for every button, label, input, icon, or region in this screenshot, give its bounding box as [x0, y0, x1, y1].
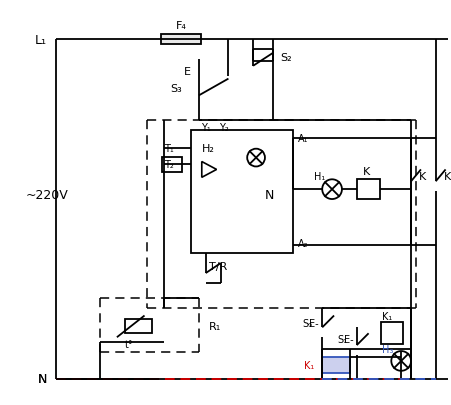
Text: T/R: T/R — [208, 262, 226, 271]
Bar — [190, 131, 292, 254]
Text: L₁: L₁ — [35, 34, 47, 47]
Text: T₁: T₁ — [164, 143, 174, 153]
Text: N: N — [37, 372, 47, 385]
Text: Y₂: Y₂ — [218, 123, 228, 133]
Text: R₁: R₁ — [208, 322, 221, 332]
Text: H₂: H₂ — [202, 143, 215, 153]
Bar — [356, 180, 380, 200]
Bar — [161, 35, 200, 45]
Text: N: N — [37, 372, 47, 385]
Text: E: E — [183, 66, 190, 77]
Bar — [162, 157, 182, 173]
Bar — [124, 320, 152, 333]
Text: T₂: T₂ — [164, 160, 174, 170]
Bar — [322, 357, 349, 373]
Text: H₁: H₁ — [313, 172, 324, 182]
Text: Y₁: Y₁ — [200, 123, 210, 133]
Text: A₂: A₂ — [297, 239, 307, 249]
Text: K₁: K₁ — [304, 360, 313, 370]
Text: K: K — [442, 172, 450, 182]
Text: H₃: H₃ — [381, 344, 392, 354]
Text: S₃: S₃ — [170, 84, 182, 94]
Text: ~220V: ~220V — [26, 188, 69, 201]
Text: S₀: S₀ — [302, 319, 312, 328]
Text: t°: t° — [124, 339, 133, 349]
Text: E-: E- — [309, 319, 318, 328]
Text: K: K — [362, 167, 369, 177]
Text: S₁: S₁ — [336, 335, 346, 344]
Text: F₄: F₄ — [175, 21, 186, 31]
Bar — [381, 323, 402, 344]
Text: E-: E- — [343, 335, 353, 344]
Text: K: K — [418, 172, 425, 182]
Text: N: N — [265, 188, 274, 201]
Text: K₁: K₁ — [382, 311, 391, 321]
Text: A₁: A₁ — [297, 134, 307, 143]
Text: S₂: S₂ — [279, 53, 291, 63]
